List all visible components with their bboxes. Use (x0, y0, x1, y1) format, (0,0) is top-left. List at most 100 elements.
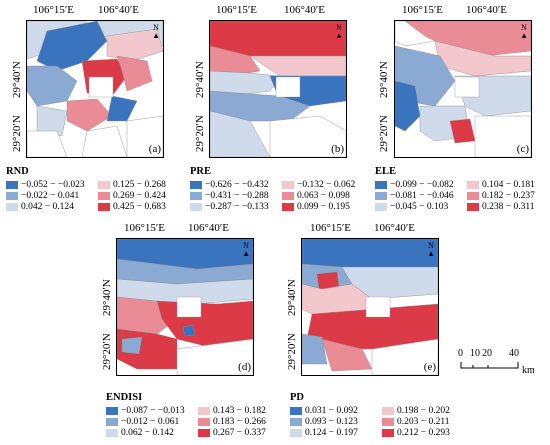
legend-title: RND (6, 166, 29, 177)
legend-item: 0.212 − 0.293 (382, 428, 450, 438)
legend-item: −0.132 − 0.062 (282, 180, 355, 190)
legend-e: PD 0.031 − 0.092 0.093 − 0.123 0.124 − 0.1… (290, 392, 465, 440)
lon-label: 106°40′E (284, 4, 326, 16)
legend-swatch (375, 191, 387, 200)
north-arrow-icon: N ▲ (427, 241, 435, 258)
legend-item: −0.087 − −0.013 (106, 406, 185, 416)
legend-item: 0.093 − 0.123 (290, 417, 358, 427)
legend-swatch (190, 180, 202, 189)
legend-swatch (467, 202, 479, 211)
legend-range: 0.125 − 0.268 (113, 180, 166, 190)
legend-item: 0.267 − 0.337 (198, 428, 266, 438)
lat-label: 29°40′N (194, 61, 206, 98)
panel-label-d: (d) (238, 361, 251, 373)
legend-item: 0.042 − 0.124 (6, 202, 74, 212)
legend-range: 0.093 − 0.123 (305, 417, 358, 427)
legend-item: 0.143 − 0.182 (198, 406, 266, 416)
lat-label: 29°20′N (378, 115, 390, 152)
choropleth-d (117, 239, 253, 375)
legend-item: 0.124 − 0.197 (290, 428, 358, 438)
lat-label: 29°20′N (194, 115, 206, 152)
legend-item: 0.238 − 0.311 (467, 202, 535, 212)
legend-item: 0.198 − 0.202 (382, 406, 450, 416)
legend-c: ELE −0.099 − −0.082 −0.081 − −0.046 −0.045… (375, 166, 550, 214)
legend-item: 0.099 − 0.195 (282, 202, 350, 212)
lat-label: 29°40′N (101, 279, 113, 316)
legend-swatch (282, 180, 294, 189)
legend-swatch (282, 191, 294, 200)
legend-item: 0.063 − 0.098 (282, 191, 350, 201)
lon-label: 106°15′E (402, 4, 444, 16)
panel-label-e: (e) (423, 361, 436, 373)
lat-label: 29°40′N (11, 61, 23, 98)
legend-item: 0.031 − 0.092 (290, 406, 358, 416)
legend-item: 0.425 − 0.683 (98, 202, 166, 212)
legend-swatch (198, 417, 210, 426)
legend-item: −0.099 − −0.082 (375, 180, 454, 190)
legend-swatch (282, 202, 294, 211)
legend-swatch (6, 180, 18, 189)
legend-swatch (198, 406, 210, 415)
legend-range: 0.183 − 0.266 (213, 417, 266, 427)
lat-label: 29°20′N (11, 115, 23, 152)
scale-bar: 0 10 20 40 km (458, 348, 548, 378)
scale-unit: km (522, 365, 535, 376)
legend-range: 0.425 − 0.683 (113, 202, 166, 212)
legend-swatch (190, 191, 202, 200)
legend-range: 0.198 − 0.202 (397, 406, 450, 416)
north-arrow-icon: N ▲ (152, 23, 160, 40)
legend-swatch (467, 191, 479, 200)
legend-range: −0.022 − 0.041 (21, 191, 80, 201)
lon-label: 106°40′E (188, 222, 230, 234)
legend-title: PD (290, 392, 304, 403)
map-b: (b) N ▲ (209, 20, 347, 158)
lon-label: 106°15′E (124, 222, 166, 234)
legend-item: −0.052 − −0.023 (6, 180, 85, 190)
legend-range: −0.099 − −0.082 (390, 180, 454, 190)
legend-swatch (198, 428, 210, 437)
legend-range: 0.212 − 0.293 (397, 428, 450, 438)
choropleth-e (302, 239, 438, 375)
legend-title: ELE (375, 166, 397, 177)
legend-range: 0.031 − 0.092 (305, 406, 358, 416)
legend-range: −0.081 − −0.046 (390, 191, 454, 201)
scale-tick-label: 20 (482, 348, 492, 359)
legend-range: 0.124 − 0.197 (305, 428, 358, 438)
choropleth-a (27, 21, 163, 157)
legend-item: −0.081 − −0.046 (375, 191, 454, 201)
legend-swatch (6, 191, 18, 200)
map-c: (c) N ▲ (394, 20, 532, 158)
legend-item: 0.125 − 0.268 (98, 180, 166, 190)
legend-range: 0.104 − 0.181 (482, 180, 535, 190)
legend-item: −0.012 − 0.061 (106, 417, 179, 427)
north-arrow-icon: N ▲ (520, 23, 528, 40)
legend-swatch (375, 180, 387, 189)
lon-label: 106°15′E (310, 222, 352, 234)
legend-item: 0.203 − 0.211 (382, 417, 450, 427)
legend-range: 0.143 − 0.182 (213, 406, 266, 416)
scale-tick-label: 0 (458, 348, 463, 359)
map-d: (d) N ▲ (116, 238, 254, 376)
panel-label-c: (c) (516, 143, 529, 155)
lon-label: 106°15′E (33, 4, 75, 16)
legend-swatch (98, 202, 110, 211)
legend-swatch (382, 417, 394, 426)
legend-item: −0.626 − −0.432 (190, 180, 269, 190)
legend-range: 0.063 − 0.098 (297, 191, 350, 201)
legend-swatch (6, 202, 18, 211)
legend-swatch (190, 202, 202, 211)
legend-item: 0.182 − 0.237 (467, 191, 535, 201)
legend-range: 0.042 − 0.124 (21, 202, 74, 212)
legend-swatch (106, 417, 118, 426)
legend-item: −0.022 − 0.041 (6, 191, 79, 201)
legend-item: −0.045 − 0.103 (375, 202, 448, 212)
scale-tick-label: 40 (509, 348, 519, 359)
north-arrow-icon: N ▲ (242, 241, 250, 258)
lat-label: 29°20′N (286, 333, 298, 370)
legend-swatch (290, 417, 302, 426)
legend-item: −0.431 − −0.288 (190, 191, 269, 201)
legend-swatch (98, 191, 110, 200)
legend-range: 0.203 − 0.211 (397, 417, 450, 427)
lon-label: 106°40′E (98, 4, 140, 16)
lat-label: 29°40′N (378, 61, 390, 98)
